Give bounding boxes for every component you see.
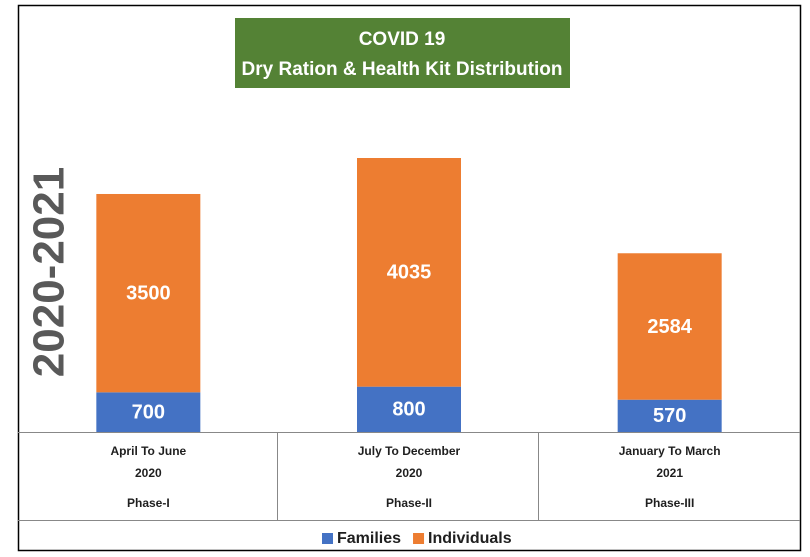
value-label: 2584 bbox=[647, 316, 692, 338]
x-tick-label: Phase-II bbox=[386, 496, 432, 510]
value-label: 700 bbox=[132, 401, 165, 423]
value-label: 570 bbox=[653, 405, 686, 427]
bar-segment bbox=[617, 253, 722, 400]
bar-segment bbox=[357, 158, 461, 387]
value-label: 4035 bbox=[387, 262, 432, 284]
bar-segment bbox=[96, 392, 201, 432]
x-tick-label: January To March bbox=[619, 444, 721, 458]
value-label: 800 bbox=[392, 399, 425, 421]
x-tick-label: 2020 bbox=[135, 466, 162, 480]
chart-title: Dry Ration & Health Kit Distribution bbox=[242, 59, 563, 80]
bar-segment bbox=[617, 399, 722, 432]
bar-segment bbox=[357, 386, 461, 432]
y-axis-label: 2020-2021 bbox=[25, 167, 74, 377]
x-tick-label: July To December bbox=[358, 444, 461, 458]
x-tick-label: April To June bbox=[110, 444, 186, 458]
legend-label: Families bbox=[337, 530, 401, 547]
title-box bbox=[235, 18, 570, 88]
legend-swatch bbox=[413, 533, 425, 544]
value-label: 3500 bbox=[126, 282, 171, 304]
bar-segment bbox=[96, 193, 201, 393]
x-tick-label: 2020 bbox=[396, 466, 423, 480]
chart-title: COVID 19 bbox=[359, 29, 446, 50]
legend-label: Individuals bbox=[428, 530, 512, 547]
x-tick-label: 2021 bbox=[656, 466, 683, 480]
x-tick-label: Phase-I bbox=[127, 496, 170, 510]
legend-swatch bbox=[322, 533, 333, 544]
x-tick-label: Phase-III bbox=[645, 496, 694, 510]
